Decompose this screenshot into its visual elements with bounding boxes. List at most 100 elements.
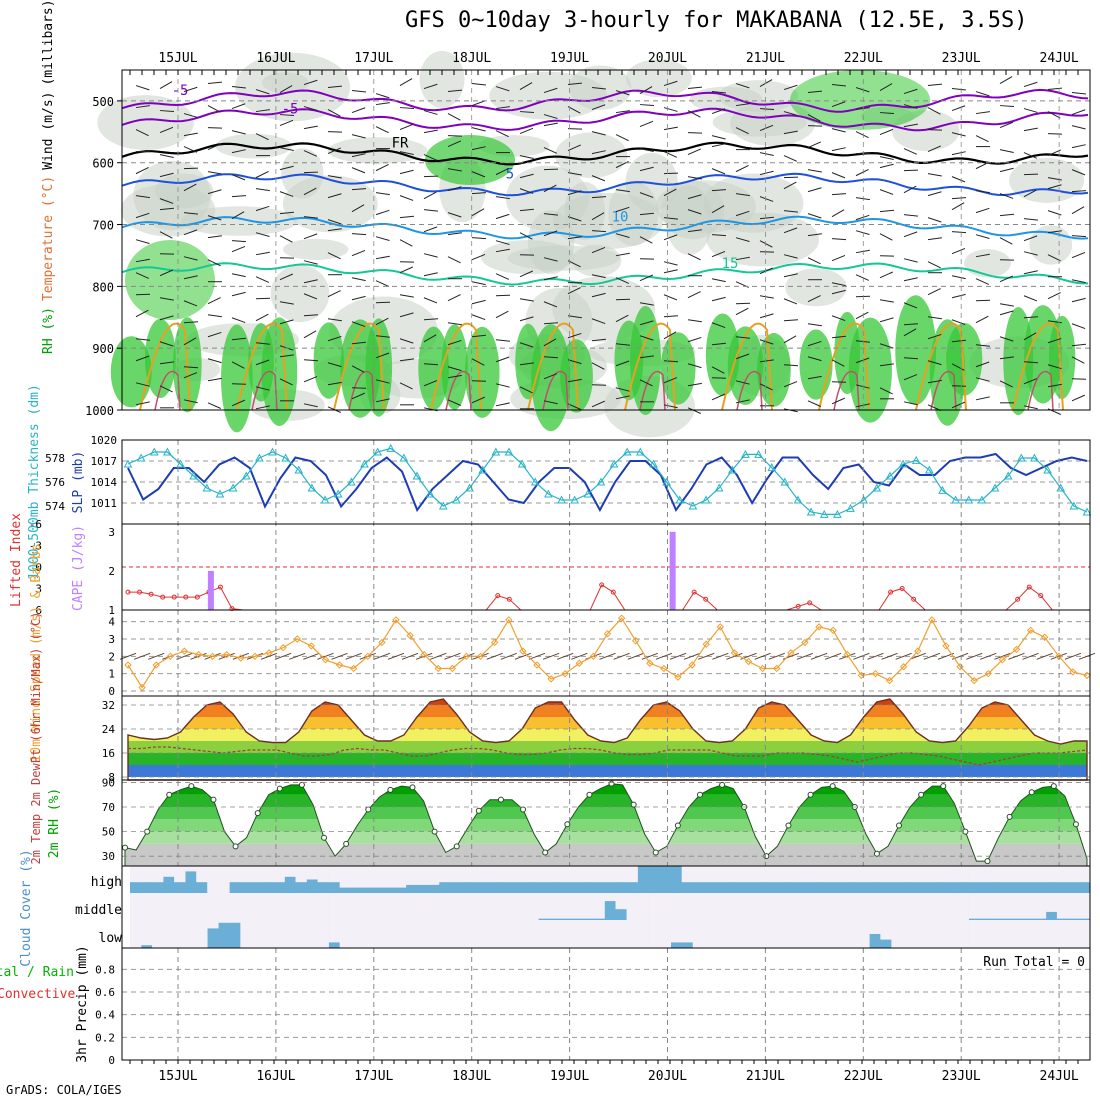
- cloud-gap: [549, 893, 560, 919]
- cloud-gap: [924, 893, 935, 920]
- cloud-gap: [825, 866, 836, 882]
- date-label-bottom: 21JUL: [746, 1069, 785, 1084]
- cloud-gap: [130, 866, 141, 882]
- cloud-gap: [1024, 920, 1035, 948]
- cloud-gap: [1079, 920, 1090, 948]
- temp-band: [122, 765, 1090, 777]
- rh-marker: [653, 850, 658, 855]
- rh-marker: [366, 807, 371, 812]
- cloud-gap: [814, 866, 825, 882]
- date-label-bottom: 18JUL: [452, 1069, 491, 1084]
- date-label-top: 15JUL: [158, 51, 197, 66]
- cloud-gap: [417, 866, 428, 885]
- cloud-gap: [218, 893, 229, 920]
- cloud-gap: [604, 893, 615, 901]
- wind-barb-10m: [134, 653, 150, 659]
- cloud-axis-label: Cloud Cover (%): [19, 849, 34, 966]
- temp-bands: [122, 693, 1090, 777]
- cloud-gap: [229, 866, 240, 882]
- cloud-gap: [593, 920, 604, 948]
- cloud-gap: [538, 920, 549, 948]
- panel-frame: [122, 948, 1090, 1060]
- cloud-gap: [163, 866, 174, 877]
- cloud-gap: [847, 920, 858, 948]
- rh-marker: [786, 823, 791, 828]
- cloud-gap: [759, 893, 770, 920]
- cloud-gap: [307, 893, 318, 920]
- rh-green-blob: [125, 240, 215, 320]
- cloud-gap: [582, 893, 593, 919]
- cloud-gap: [450, 920, 461, 948]
- rh-marker: [255, 811, 260, 816]
- rh-marker: [631, 802, 636, 807]
- cloud-gap: [991, 920, 1002, 948]
- temp-tick-label: 16: [102, 747, 115, 760]
- cloud-gap: [682, 866, 693, 882]
- rh-blob: [133, 161, 210, 231]
- rh-green-plume: [757, 333, 791, 407]
- cloud-gap: [792, 920, 803, 948]
- cloud-gap: [770, 866, 781, 882]
- cloud-gap: [207, 920, 218, 928]
- cloud-gap: [1013, 866, 1024, 882]
- cloud-gap: [373, 893, 384, 920]
- cloud-gap: [395, 920, 406, 948]
- rh-marker: [277, 786, 282, 791]
- rh-bands: [122, 780, 1090, 866]
- cloud-gap: [384, 920, 395, 948]
- cloud-gap: [362, 893, 373, 920]
- cloud-gap: [240, 920, 251, 948]
- cloud-gap: [141, 893, 152, 920]
- cloud-gap: [958, 920, 969, 948]
- slp-tick-label: 1011: [91, 497, 118, 510]
- rh-marker: [697, 792, 702, 797]
- cloud-gap: [560, 866, 571, 882]
- rh-green-plume: [799, 330, 832, 400]
- temperature-contour-label: 15: [722, 256, 739, 272]
- cloud-gap: [240, 866, 251, 882]
- cloud-gap: [229, 893, 240, 920]
- rh-blob: [964, 249, 1011, 277]
- cloud-gap: [329, 866, 340, 882]
- temperature-contour-label: 10: [612, 210, 629, 226]
- wind-barb-10m: [980, 653, 996, 659]
- cloud-gap: [549, 866, 560, 882]
- cloud-gap: [847, 866, 858, 882]
- date-label-top: 19JUL: [550, 51, 589, 66]
- cloud-gap: [516, 866, 527, 882]
- cape-bar: [208, 571, 214, 610]
- wind-barb-10m: [755, 653, 771, 659]
- cloud-gap: [218, 866, 229, 893]
- cloud-gap: [1002, 866, 1013, 882]
- cloud-gap: [163, 920, 174, 948]
- cloud-gap: [936, 920, 947, 948]
- cloud-gap: [649, 920, 660, 948]
- cloud-gap: [494, 866, 505, 882]
- cloud-gap: [913, 893, 924, 920]
- rh-axis-label: 2m RH (%): [47, 788, 62, 858]
- cloud-gap: [748, 920, 759, 948]
- rh-marker: [123, 845, 128, 850]
- cape-tick-label: 2: [108, 565, 115, 578]
- wind-barb-10m: [656, 653, 672, 659]
- rh-marker: [919, 792, 924, 797]
- cloud-gap: [604, 920, 615, 948]
- cloud-gap: [858, 893, 869, 920]
- li-axis-label: Lifted Index: [9, 513, 24, 607]
- li-line: [128, 585, 1087, 610]
- cloud-gap: [847, 893, 858, 920]
- cloud-gap: [307, 920, 318, 948]
- cloud-gap: [207, 893, 218, 920]
- cloud-gap: [483, 866, 494, 882]
- rh-blob: [283, 239, 348, 260]
- cloud-gap: [373, 920, 384, 948]
- cloud-gap: [538, 893, 549, 919]
- cloud-gap: [428, 920, 439, 948]
- cloud-gap: [1013, 893, 1024, 919]
- cloud-gap: [362, 866, 373, 888]
- wind-barb-10m: [557, 653, 573, 659]
- rh-band: [122, 807, 1090, 819]
- cloud-gap: [781, 920, 792, 948]
- cloud-gap: [936, 893, 947, 920]
